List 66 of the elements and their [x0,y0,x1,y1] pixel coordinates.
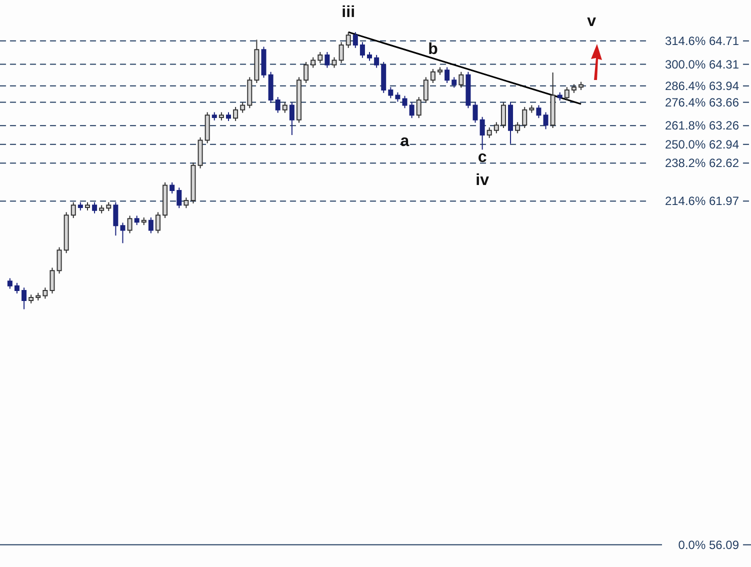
candlestick [494,122,499,134]
candlestick [7,278,12,290]
candlestick [360,42,365,58]
candlestick [113,202,118,236]
ref-line-label: 214.6% 61.97 [664,194,740,208]
ref-line-label: 300.0% 64.31 [664,57,740,72]
candlestick [282,102,288,114]
candlestick [14,282,20,294]
candlestick [324,52,330,68]
candlestick [480,116,485,150]
candlestick [500,102,506,129]
candlestick [318,52,323,64]
candlestick [155,212,160,234]
candlestick [452,76,457,88]
candlestick [134,215,140,226]
candlestick [564,86,570,102]
candlestick [42,287,48,300]
candlestick [50,267,55,294]
candlestick [486,126,492,138]
candlestick [352,32,358,48]
candlestick [176,187,182,209]
ref-line-label: 261.8% 63.26 [664,118,740,133]
annotation: c [478,149,487,166]
candlestick [170,182,175,194]
candlestick [402,95,408,109]
candlestick [22,287,27,310]
candlestick [444,66,450,84]
candlestick [416,96,422,119]
candlestick [346,32,351,48]
candlestick [120,222,126,244]
candlestick [388,86,394,99]
candlestick [92,202,98,214]
candlestick [304,61,309,84]
annotation: iv [476,172,490,189]
candlestick [310,56,316,68]
candlestick [338,42,344,64]
candlestick [409,102,414,119]
annotation: iii [342,4,356,21]
candlestick [543,112,548,130]
candlestick [289,102,294,136]
ref-line-label: 314.6% 64.71 [664,34,740,48]
candlestick [332,56,337,68]
ref-line-label: 276.4% 63.66 [664,95,740,110]
candlestick [240,102,246,114]
ref-line-label: 250.0% 62.94 [664,137,740,152]
candlestick [430,68,436,84]
candlestick [233,106,238,122]
annotation: b [428,41,438,58]
candlestick [275,96,280,114]
candlestick [472,102,478,124]
candlestick [127,215,132,234]
candlestick [522,106,528,129]
text: v [587,13,596,30]
candlestick [374,54,380,68]
candlestick [70,202,76,219]
candlestick [458,71,464,88]
candlestick [184,197,189,209]
ref-line-label: 0.0% 56.09 [678,538,740,552]
candlestick [536,104,542,119]
candlestick [148,216,154,234]
ref-line-label: 286.4% 63.94 [664,78,740,93]
candlestick [395,92,400,102]
candlestick [515,122,520,134]
candlestick [56,246,62,274]
ref-line-label: 238.2% 62.62 [664,156,740,170]
candlestick [423,76,428,104]
